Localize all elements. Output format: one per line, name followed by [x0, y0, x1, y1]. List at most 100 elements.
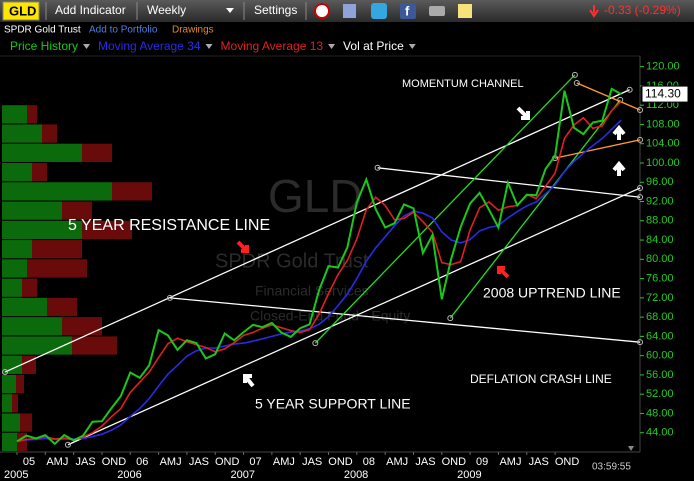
alarm-icon[interactable] [314, 3, 330, 19]
x-tick-label: OND [215, 456, 240, 468]
y-tick-label: 104.00 [646, 138, 680, 150]
y-tick-label: 72.00 [646, 292, 674, 304]
x-tick-label: 08 [363, 456, 375, 468]
x-tick-label: 07 [249, 456, 261, 468]
legend-dropdown[interactable] [205, 44, 213, 49]
y-tick-label: 80.00 [646, 253, 674, 265]
settings[interactable]: Settings [254, 3, 297, 17]
vap-down-bar [27, 105, 37, 124]
x-tick-label: 05 [23, 456, 35, 468]
trendline-handle [2, 369, 9, 376]
year-label: 2008 [344, 469, 368, 481]
vap-up-bar [2, 413, 20, 432]
scroll-arrow[interactable] [628, 446, 634, 451]
x-tick-label: AMJ [386, 456, 408, 468]
last-price-label: 114.30 [645, 86, 681, 100]
facebook-glyph[interactable]: f [405, 3, 410, 18]
trendline-handle [637, 106, 644, 113]
vap-down-bar [62, 317, 102, 336]
vap-up-bar [2, 182, 112, 201]
vap-down-bar [16, 374, 24, 394]
vap-down-bar [22, 278, 37, 297]
annotation: 5 YEAR RESISTANCE LINE [68, 217, 270, 234]
y-tick-label: 96.00 [646, 176, 674, 188]
legend-dropdown[interactable] [328, 44, 336, 49]
vap-down-bar [32, 240, 82, 259]
x-tick-label: AMJ [273, 456, 295, 468]
x-tick-label: AMJ [499, 456, 521, 468]
vap-down-bar [27, 259, 87, 278]
series-line [16, 87, 622, 446]
x-tick-label: JAS [302, 456, 322, 468]
legend-entry[interactable]: Vol at Price [343, 39, 404, 53]
y-tick-label: 76.00 [646, 272, 674, 284]
y-tick-label: 120.00 [646, 61, 680, 73]
vap-up-bar [2, 355, 22, 374]
add-indicator[interactable]: Add Indicator [55, 3, 126, 17]
vap-up-bar [2, 432, 17, 451]
trendline-handle [447, 315, 454, 322]
y-tick-label: 92.00 [646, 195, 674, 207]
watermark-text: Financial Services [255, 283, 369, 299]
trendline-handle [626, 86, 633, 93]
year-label: 2005 [4, 469, 28, 481]
trendline-handle [637, 194, 644, 201]
legend-entry[interactable]: Moving Average 34 [98, 39, 201, 53]
symbol[interactable]: GLD [9, 3, 36, 18]
vap-down-bar [17, 432, 27, 451]
trendline [554, 139, 641, 159]
vap-down-bar [12, 394, 18, 413]
y-tick-label: 84.00 [646, 234, 674, 246]
camera-icon[interactable] [429, 6, 445, 16]
arrow [516, 106, 530, 120]
arrow [612, 160, 626, 176]
vap-down-bar [42, 124, 57, 143]
year-label: 2007 [231, 469, 255, 481]
y-tick-label: 56.00 [646, 369, 674, 381]
x-tick-label: JAS [415, 456, 435, 468]
arrow [612, 124, 626, 140]
twitter-icon[interactable] [371, 3, 387, 19]
vap-up-bar [2, 143, 82, 162]
y-tick-label: 100.00 [646, 157, 680, 169]
vap-up-bar [2, 240, 32, 259]
vap-down-bar [20, 413, 32, 432]
annotation: DEFLATION CRASH LINE [470, 372, 612, 386]
trendline [449, 99, 621, 319]
vap-up-bar [2, 394, 12, 413]
x-tick-label: 06 [136, 456, 148, 468]
legend-dropdown[interactable] [408, 44, 416, 49]
add-to-portfolio[interactable]: Add to Portfolio [89, 25, 158, 36]
year-label: 2006 [117, 469, 141, 481]
x-tick-label: JAS [529, 456, 549, 468]
vap-down-bar [32, 162, 47, 182]
y-tick-label: 52.00 [646, 388, 674, 400]
legend-dropdown[interactable] [83, 44, 91, 49]
annotation: 5 YEAR SUPPORT LINE [255, 396, 411, 412]
trendline-handle [571, 71, 578, 78]
trendline-handle [166, 294, 173, 301]
sticky-icon[interactable] [458, 4, 472, 18]
price-change: -0.33 (-0.29%) [604, 3, 681, 17]
y-tick-label: 88.00 [646, 215, 674, 227]
symbol-box[interactable] [2, 1, 40, 21]
y-tick-label: 68.00 [646, 311, 674, 323]
notes-icon[interactable] [343, 4, 356, 18]
dropdown-arrow[interactable] [226, 8, 234, 13]
x-tick-label: JAS [76, 456, 96, 468]
legend-entry[interactable]: Moving Average 13 [221, 39, 324, 53]
trendline-handle [573, 80, 580, 87]
drawings[interactable]: Drawings [172, 25, 214, 36]
trendline-handle [64, 441, 71, 448]
volume-at-price [2, 105, 152, 451]
arrow [236, 240, 249, 253]
legend-entry[interactable]: Price History [10, 39, 78, 53]
plot [2, 71, 644, 448]
annotation: 2008 UPTREND LINE [483, 285, 621, 301]
vap-up-bar [2, 162, 32, 182]
x-tick-label: 09 [476, 456, 488, 468]
period-select[interactable]: Weekly [147, 3, 186, 17]
x-tick-label: AMJ [160, 456, 182, 468]
facebook-icon[interactable] [400, 3, 416, 19]
vap-up-bar [2, 317, 62, 336]
